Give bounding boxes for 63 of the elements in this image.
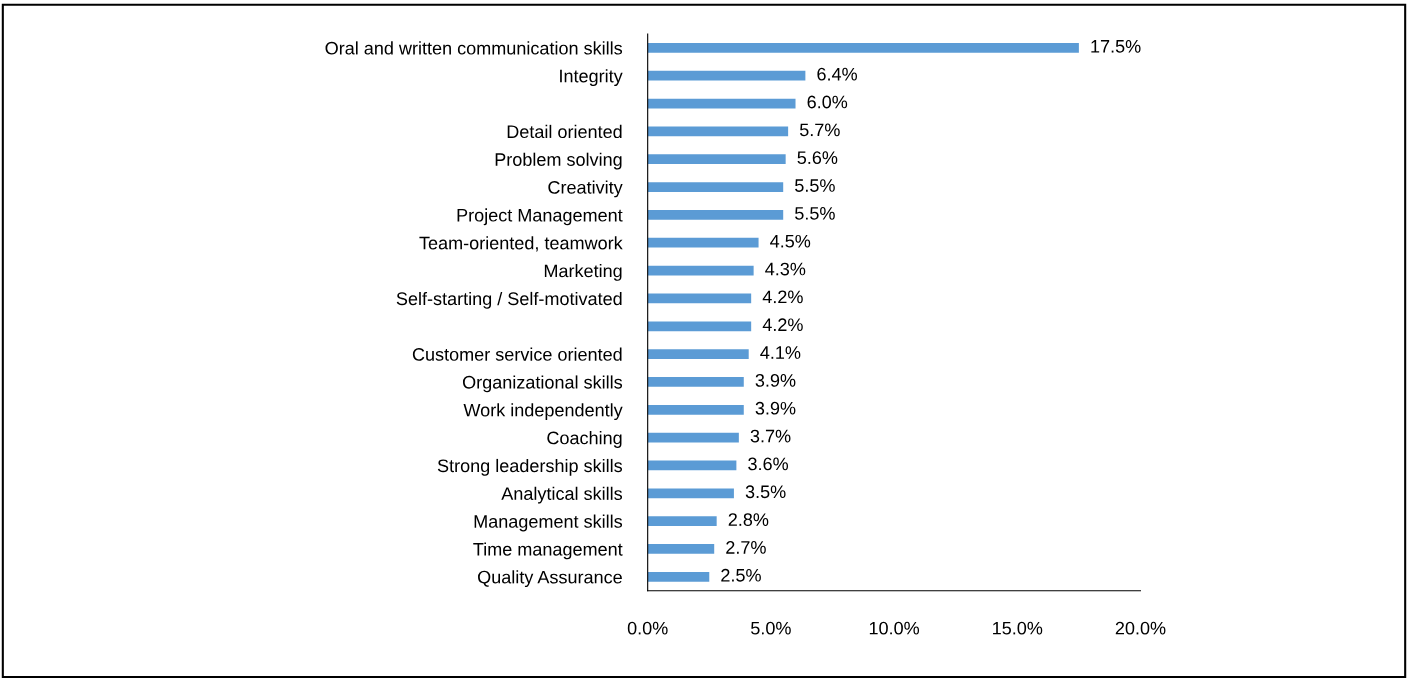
data-label: 2.5% — [721, 568, 761, 582]
bar — [647, 571, 710, 582]
data-label: 4.1% — [760, 346, 801, 359]
y-tick-label: Strong leadership skills — [437, 458, 623, 476]
y-tick-label: Oral and written communication skills — [325, 41, 623, 55]
data-label: 5.7% — [799, 123, 840, 137]
x-tick-label: 0.0% — [627, 621, 668, 635]
bar — [647, 126, 789, 137]
x-tick-label: 10.0% — [869, 621, 920, 635]
data-label: 3.7% — [750, 429, 791, 443]
bar — [647, 210, 784, 220]
y-tick-label: Coaching — [547, 431, 622, 448]
y-tick-label: Customer service oriented — [412, 347, 622, 361]
data-label: 5.6% — [797, 151, 838, 165]
y-tick-label: Management skills — [474, 514, 623, 532]
bar — [647, 182, 784, 192]
data-label: 5.5% — [795, 207, 835, 220]
y-tick-label: Problem solving — [495, 152, 622, 170]
data-label: 5.5% — [795, 179, 835, 192]
data-label: 4.2% — [762, 318, 803, 332]
y-tick-label: Integrity — [560, 69, 623, 86]
y-tick-label: Time management — [473, 542, 623, 560]
y-tick-label: Organizational skills — [462, 375, 623, 393]
bar — [647, 544, 715, 554]
data-label: 6.0% — [807, 95, 848, 109]
bar — [647, 321, 752, 332]
data-label: 3.9% — [755, 374, 796, 387]
data-label: 4.3% — [765, 262, 806, 276]
bar — [647, 293, 752, 304]
data-label: 4.2% — [762, 290, 803, 304]
data-label: 2.7% — [726, 541, 766, 554]
bar — [647, 488, 734, 499]
data-label: 3.5% — [745, 485, 786, 499]
bar — [647, 516, 717, 526]
bar — [647, 432, 739, 443]
data-label: 4.5% — [770, 234, 811, 248]
y-tick-label: Creativity — [548, 180, 623, 198]
y-tick-label: Analytical skills — [501, 486, 623, 504]
data-label: 3.6% — [748, 457, 789, 471]
y-tick-label: Work independently — [463, 403, 623, 421]
y-tick-label: Marketing — [544, 264, 622, 281]
y-tick-label: Project Management — [457, 208, 623, 226]
bar — [647, 404, 744, 415]
bar — [647, 265, 754, 276]
y-tick-label: Detail oriented — [507, 124, 622, 139]
bar — [647, 237, 759, 248]
x-tick-label: 15.0% — [993, 621, 1043, 635]
y-tick-label: Quality Assurance — [478, 570, 622, 588]
y-tick-label: Team-oriented, teamwork — [419, 236, 623, 252]
bar — [647, 70, 806, 81]
x-tick-label: 5.0% — [751, 621, 791, 635]
bar — [647, 377, 744, 387]
bar — [647, 349, 749, 359]
y-tick-label: Self-starting / Self-motivated — [396, 291, 622, 309]
data-label: 2.8% — [728, 513, 769, 526]
data-label: 17.5% — [1091, 40, 1141, 53]
x-tick-label: 20.0% — [1115, 621, 1166, 635]
bar — [647, 98, 796, 109]
data-label: 3.9% — [755, 401, 796, 415]
data-label: 6.4% — [817, 67, 857, 81]
bar — [647, 154, 786, 165]
bar — [647, 460, 737, 471]
bar — [647, 43, 1079, 53]
